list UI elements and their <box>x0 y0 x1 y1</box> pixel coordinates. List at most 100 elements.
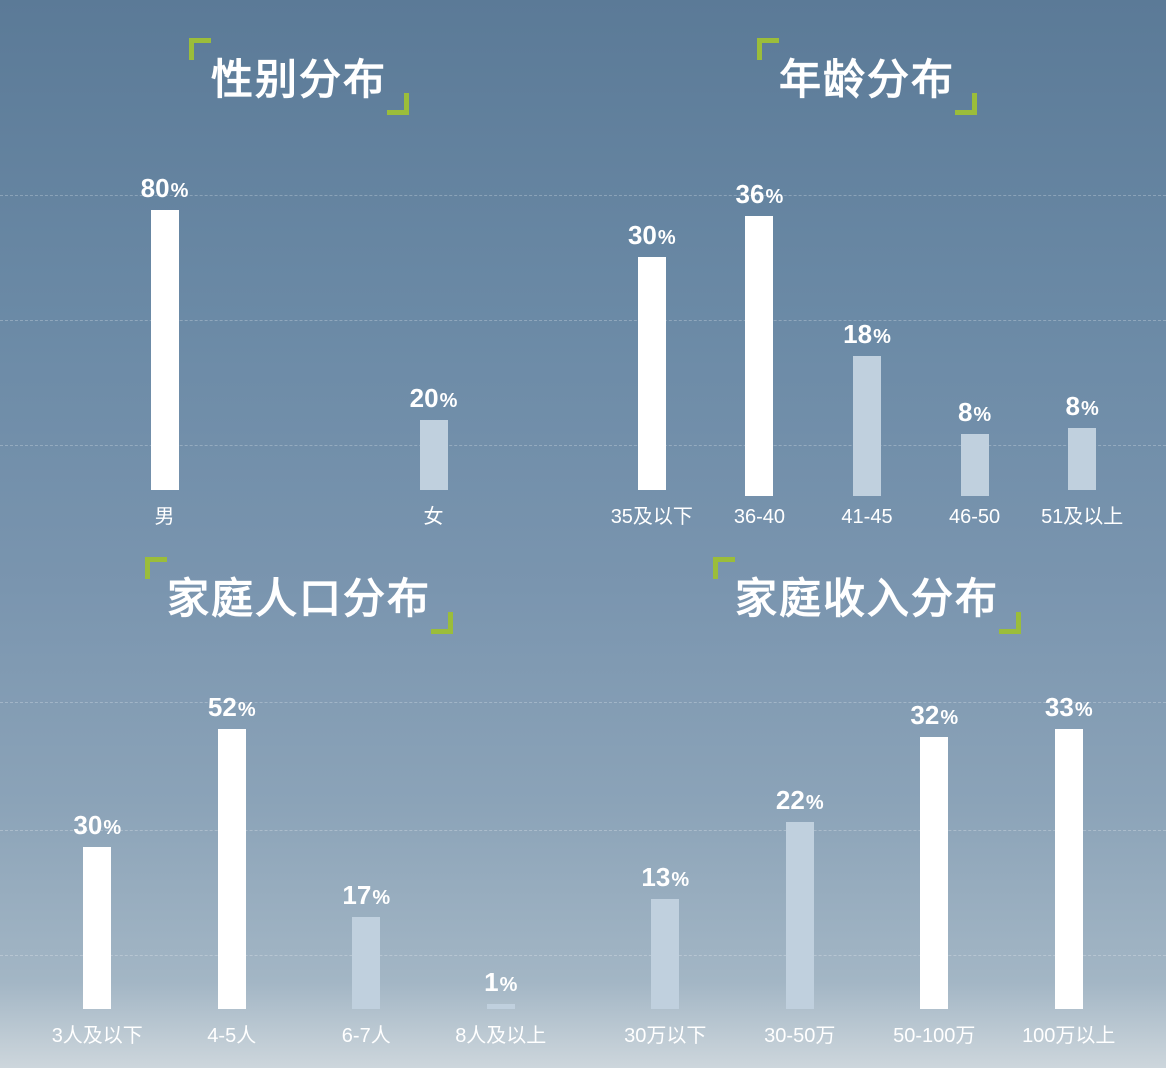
bar-value: 8% <box>958 397 991 428</box>
bar-group: 80% 男 <box>30 135 299 529</box>
bar-label: 51及以上 <box>1041 500 1123 529</box>
percent-sign: % <box>238 699 256 721</box>
bar <box>352 917 380 1009</box>
bar-label: 36-40 <box>734 506 785 529</box>
chart-title-gender: 性别分布 <box>193 40 405 113</box>
percent-sign: % <box>1081 398 1099 420</box>
bar-value: 17% <box>342 880 390 911</box>
bar-group: 30% 3人及以下 <box>30 654 165 1048</box>
percent-sign: % <box>372 887 390 909</box>
bar-group: 52% 4-5人 <box>165 654 300 1048</box>
bar-group: 1% 8人及以上 <box>434 654 569 1048</box>
bar-group: 36% 36-40 <box>706 135 814 529</box>
percent-sign: % <box>171 180 189 202</box>
bar-value: 33% <box>1045 692 1093 723</box>
percent-sign: % <box>1075 699 1093 721</box>
title-wrap: 家庭人口分布 <box>20 559 578 632</box>
bar <box>1055 729 1083 1009</box>
bar-value: 32% <box>910 700 958 731</box>
bar-label: 男 <box>155 500 175 529</box>
bar-value: 1% <box>484 967 517 998</box>
bar-group: 22% 30-50万 <box>733 654 868 1048</box>
corner-bracket-icon <box>999 612 1021 634</box>
bar-label: 女 <box>424 500 444 529</box>
bar-value: 30% <box>628 220 676 251</box>
percent-sign: % <box>873 326 891 348</box>
corner-bracket-icon <box>431 612 453 634</box>
bar-value: 13% <box>641 862 689 893</box>
corner-bracket-icon <box>145 557 167 579</box>
bar-label: 100万以上 <box>1022 1019 1115 1048</box>
panel-income: 家庭收入分布 13% 30万以下 22% 30-50万 32% 50-100万 33% 100… <box>588 549 1146 1048</box>
bar-group: 13% 30万以下 <box>598 654 733 1048</box>
bar-label: 3人及以下 <box>52 1019 143 1048</box>
bar <box>487 1004 515 1009</box>
bar <box>1068 428 1096 490</box>
chart-title-age: 年龄分布 <box>761 40 973 113</box>
bar <box>786 822 814 1009</box>
bar-label: 46-50 <box>949 506 1000 529</box>
bar-group: 8% 46-50 <box>921 135 1029 529</box>
title-wrap: 年龄分布 <box>588 40 1146 113</box>
corner-bracket-icon <box>189 38 211 60</box>
bar-label: 8人及以上 <box>455 1019 546 1048</box>
chart-title-income: 家庭收入分布 <box>717 559 1017 632</box>
chart-title-household: 家庭人口分布 <box>149 559 449 632</box>
bar <box>218 729 246 1009</box>
chart-age: 30%35及以下36%36-4018%41-458%46-508%51及以上 <box>588 125 1146 529</box>
title-wrap: 家庭收入分布 <box>588 559 1146 632</box>
bar <box>651 899 679 1009</box>
bar <box>853 356 881 496</box>
percent-sign: % <box>765 186 783 208</box>
title-text: 性别分布 <box>211 56 387 103</box>
bar <box>920 737 948 1009</box>
percent-sign: % <box>500 974 518 996</box>
bar-label: 6-7人 <box>342 1019 391 1048</box>
percent-sign: % <box>806 792 824 814</box>
bar-value: 22% <box>776 785 824 816</box>
bar <box>638 257 666 490</box>
bar-group: 17% 6-7人 <box>299 654 434 1048</box>
bar-value: 80% <box>141 173 189 204</box>
bar-group: 30% 35及以下 <box>598 135 706 529</box>
percent-sign: % <box>658 227 676 249</box>
panel-household: 家庭人口分布 30% 3人及以下 52% 4-5人 17% 6-7人 1% 8人及以上 <box>20 549 578 1048</box>
bar <box>745 216 773 496</box>
corner-bracket-icon <box>955 93 977 115</box>
bar-value: 30% <box>73 810 121 841</box>
bar-group: 8% 51及以上 <box>1028 135 1136 529</box>
percent-sign: % <box>940 707 958 729</box>
bar-label: 30-50万 <box>764 1019 835 1048</box>
bar-group: 33% 100万以上 <box>1002 654 1137 1048</box>
percent-sign: % <box>973 404 991 426</box>
percent-sign: % <box>440 390 458 412</box>
title-text: 家庭人口分布 <box>167 575 431 622</box>
corner-bracket-icon <box>757 38 779 60</box>
bar-label: 35及以下 <box>611 500 693 529</box>
corner-bracket-icon <box>713 557 735 579</box>
bar-value: 52% <box>208 692 256 723</box>
panel-age: 年龄分布 30%35及以下36%36-4018%41-458%46-508%51… <box>588 30 1146 529</box>
bar-label: 30万以下 <box>624 1019 706 1048</box>
percent-sign: % <box>671 869 689 891</box>
percent-sign: % <box>103 817 121 839</box>
chart-household: 30% 3人及以下 52% 4-5人 17% 6-7人 1% 8人及以上 <box>20 644 578 1048</box>
bar-value: 20% <box>410 383 458 414</box>
bar <box>961 434 989 496</box>
bar-label: 4-5人 <box>207 1019 256 1048</box>
charts-grid: 性别分布 80%男20%女 年龄分布 30%35及以下36%36-4018%41… <box>0 0 1166 1068</box>
bar-label: 50-100万 <box>893 1019 975 1048</box>
bar-value: 36% <box>736 179 784 210</box>
chart-gender: 80% 男 20% 女 <box>20 125 578 529</box>
corner-bracket-icon <box>387 93 409 115</box>
bar-group: 32% 50-100万 <box>867 654 1002 1048</box>
chart-income: 13% 30万以下 22% 30-50万 32% 50-100万 33% 100万以上 <box>588 644 1146 1048</box>
title-text: 家庭收入分布 <box>735 575 999 622</box>
bar <box>420 420 448 490</box>
bar-group: 18%41-45 <box>813 135 921 529</box>
panel-gender: 性别分布 80% 男 20% 女 <box>20 30 578 529</box>
bar <box>83 847 111 1009</box>
title-wrap: 性别分布 <box>20 40 578 113</box>
bar-value: 8% <box>1066 391 1099 422</box>
bar-label: 41-45 <box>841 506 892 529</box>
